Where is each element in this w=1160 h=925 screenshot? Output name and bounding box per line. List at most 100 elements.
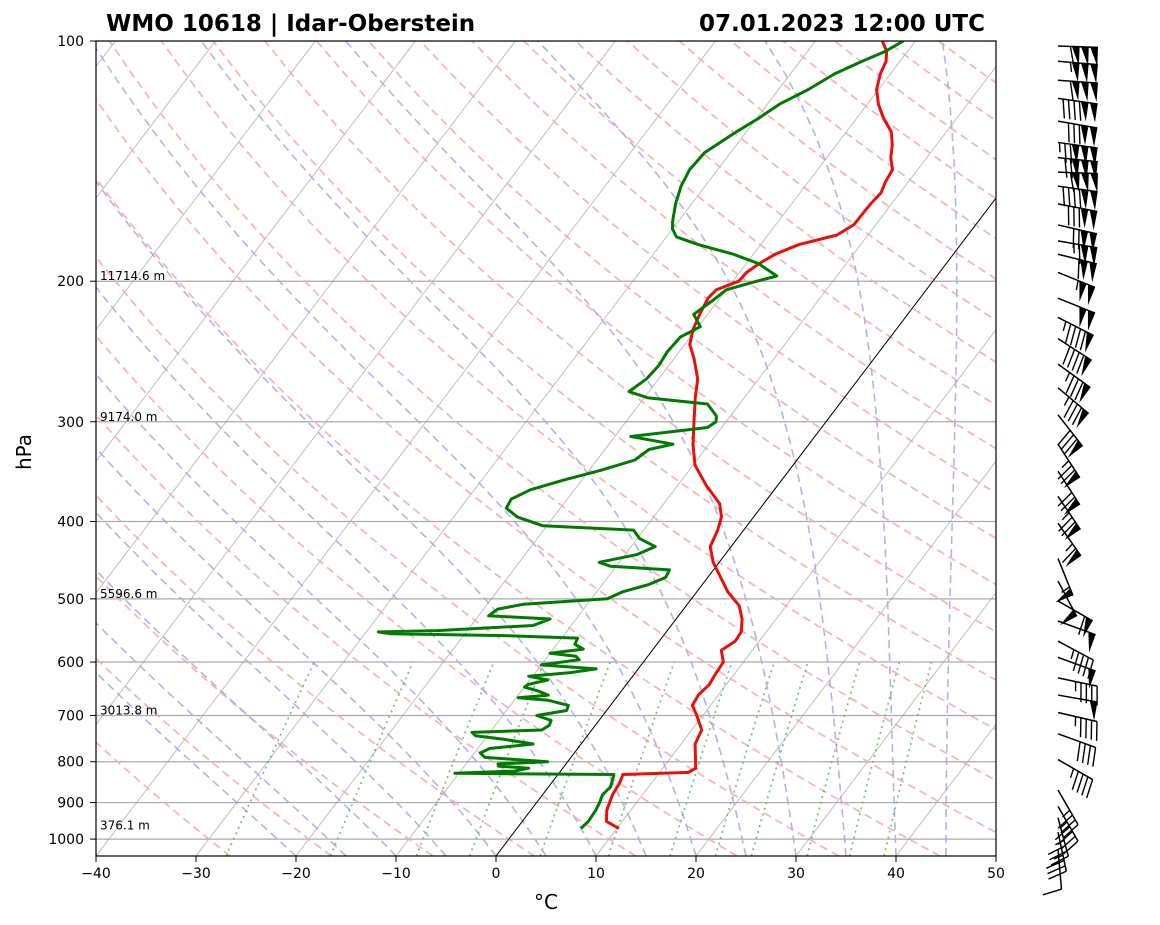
x-tick-label: 50 (987, 866, 1005, 882)
wind-barb-pennant (1089, 232, 1097, 253)
wind-barb-pennant (1055, 588, 1073, 603)
mixing-ratio-line (750, 661, 809, 856)
x-tick-label: −30 (181, 866, 211, 882)
wind-barbs (1042, 45, 1099, 896)
y-tick-label: 800 (57, 755, 84, 771)
wind-barb-pennant (1088, 632, 1096, 653)
wind-barb-flag (1079, 331, 1087, 351)
moist-adiabat (96, 511, 447, 856)
wind-barb-pennant (1089, 190, 1098, 211)
wind-barb-pennant (1081, 63, 1089, 83)
wind-barb-shaft (1057, 817, 1070, 857)
wind-barb-pennant (1085, 332, 1094, 353)
wind-barb-flag (1078, 244, 1081, 265)
wind-barb-flag (1073, 123, 1076, 144)
wind-barb-flag (1078, 101, 1082, 121)
dry-adiabat (885, 41, 996, 122)
isotherm-line (96, 41, 216, 199)
isotherm-line (96, 41, 316, 331)
wind-barb-flag (1076, 355, 1085, 374)
wind-barb-flag (1085, 779, 1094, 799)
wind-barb (1057, 253, 1097, 283)
wind-barb-flag (1069, 81, 1074, 101)
wind-barb-shaft (1057, 224, 1098, 235)
y-axis-label: hPa (12, 434, 36, 470)
wind-barb-flag (1071, 771, 1080, 790)
wind-barb-halfflag (1075, 280, 1079, 291)
wind-barb-pennant (1090, 47, 1098, 67)
chart-title-station: WMO 10618 | Idar-Oberstein (106, 11, 475, 37)
wind-barb-halfflag (1070, 649, 1075, 660)
wind-barb (1057, 224, 1098, 253)
dry-adiabat (834, 41, 996, 161)
dry-adiabat (108, 41, 996, 782)
wind-barb (1057, 97, 1098, 123)
wind-barb-flag (1067, 187, 1071, 208)
wind-barb-flag (1065, 375, 1075, 394)
wind-barb-halfflag (1064, 372, 1071, 382)
dry-adiabat (316, 41, 996, 586)
moist-adiabat (96, 373, 547, 856)
x-tick-label: −20 (281, 866, 311, 882)
wind-barb (1057, 694, 1098, 721)
dry-adiabat (264, 41, 996, 633)
y-tick-label: 900 (57, 796, 84, 812)
dewpoint-profile (376, 41, 905, 830)
wind-barb-flag (1047, 865, 1066, 875)
wind-barb-flag (1072, 652, 1080, 672)
moist-adiabat (96, 569, 397, 856)
wind-barb-pennant (1080, 208, 1089, 229)
mixing-ratio-line (468, 661, 545, 856)
y-tick-label: 700 (57, 708, 84, 724)
wind-barb-flag (1060, 496, 1076, 512)
wind-barb-shaft (1057, 79, 1098, 84)
wind-barb-flag (1060, 469, 1076, 485)
wind-barb-flag (1042, 888, 1062, 896)
wind-barb-shaft (1057, 522, 1082, 557)
wind-barb-pennant (1089, 146, 1098, 167)
wind-barb (1057, 656, 1096, 689)
wind-barb-flag (1078, 189, 1082, 209)
wind-barb-pennant (1090, 173, 1098, 193)
wind-barb-flag (1078, 124, 1081, 145)
plot-frame (95, 40, 997, 857)
wind-barb (1057, 522, 1082, 567)
wind-barb-flag (1061, 521, 1076, 537)
wind-barb-halfflag (1061, 512, 1070, 521)
wind-barb (1057, 495, 1081, 541)
wind-barb (1057, 600, 1094, 638)
x-tick-label: 0 (492, 866, 501, 882)
wind-barb-shaft (1057, 711, 1098, 723)
wind-barb-pennant (1090, 64, 1098, 84)
moist-adiabat (200, 41, 747, 856)
wind-barb-flag (1062, 346, 1071, 365)
wind-barb-pennant (1080, 189, 1089, 210)
wind-barb-shaft (1057, 677, 1098, 687)
wind-barb (1057, 337, 1092, 377)
wind-barb-flag (1060, 819, 1076, 834)
mixing-ratio-line (848, 661, 901, 856)
sounding-lines (376, 41, 905, 830)
wind-barb-flag (1062, 99, 1066, 119)
height-label: 5596.6 m (100, 587, 158, 601)
wind-barb-pennant (1089, 700, 1098, 721)
x-axis: −40 −30 −20 −10 0 10 20 30 40 50 (81, 856, 1005, 882)
wind-barb-halfflag (1069, 768, 1075, 779)
wind-barb-pennant (1081, 172, 1089, 193)
wind-barb-flag (1076, 741, 1081, 762)
y-tick-label: 1000 (48, 832, 84, 848)
wind-barb-halfflag (1063, 396, 1070, 406)
wind-barb-flag (1064, 143, 1067, 163)
x-tick-label: 20 (687, 866, 705, 882)
dry-adiabat (96, 334, 738, 856)
wind-barb (1057, 185, 1098, 211)
x-tick-label: 30 (787, 866, 805, 882)
chart-title-datetime: 07.01.2023 12:00 UTC (699, 11, 985, 37)
wind-barb-shaft (1057, 789, 1079, 826)
wind-barb-shaft (1057, 656, 1096, 672)
wind-barb-flag (1086, 745, 1092, 765)
wind-barb-flag (1071, 352, 1080, 371)
wind-barb-halfflag (1058, 142, 1061, 153)
wind-barb (1057, 758, 1094, 799)
wind-barb-flag (1069, 144, 1073, 164)
